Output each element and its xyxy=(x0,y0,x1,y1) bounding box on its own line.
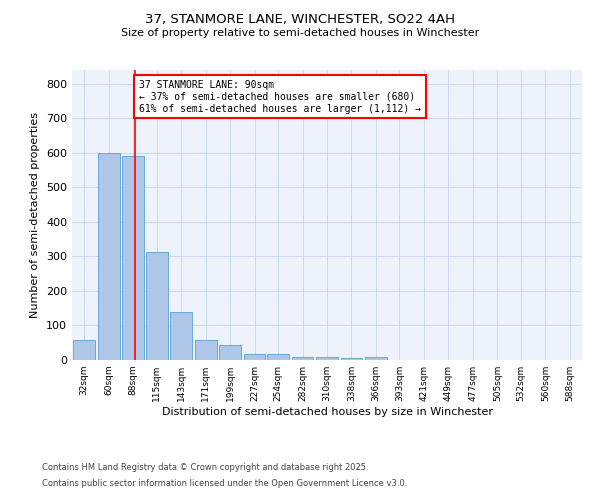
Bar xyxy=(170,312,192,360)
Bar xyxy=(73,340,95,360)
Text: Size of property relative to semi-detached houses in Winchester: Size of property relative to semi-detach… xyxy=(121,28,479,38)
Text: Contains public sector information licensed under the Open Government Licence v3: Contains public sector information licen… xyxy=(42,478,407,488)
Y-axis label: Number of semi-detached properties: Number of semi-detached properties xyxy=(31,112,40,318)
Bar xyxy=(341,358,362,360)
Bar xyxy=(194,340,217,360)
Text: 37, STANMORE LANE, WINCHESTER, SO22 4AH: 37, STANMORE LANE, WINCHESTER, SO22 4AH xyxy=(145,12,455,26)
Bar xyxy=(365,356,387,360)
Bar xyxy=(98,153,119,360)
X-axis label: Distribution of semi-detached houses by size in Winchester: Distribution of semi-detached houses by … xyxy=(161,407,493,417)
Text: Contains HM Land Registry data © Crown copyright and database right 2025.: Contains HM Land Registry data © Crown c… xyxy=(42,464,368,472)
Bar xyxy=(292,356,313,360)
Bar xyxy=(219,345,241,360)
Bar xyxy=(146,252,167,360)
Text: 37 STANMORE LANE: 90sqm
← 37% of semi-detached houses are smaller (680)
61% of s: 37 STANMORE LANE: 90sqm ← 37% of semi-de… xyxy=(139,80,421,114)
Bar xyxy=(316,357,338,360)
Bar xyxy=(267,354,289,360)
Bar xyxy=(244,354,265,360)
Bar xyxy=(122,156,144,360)
